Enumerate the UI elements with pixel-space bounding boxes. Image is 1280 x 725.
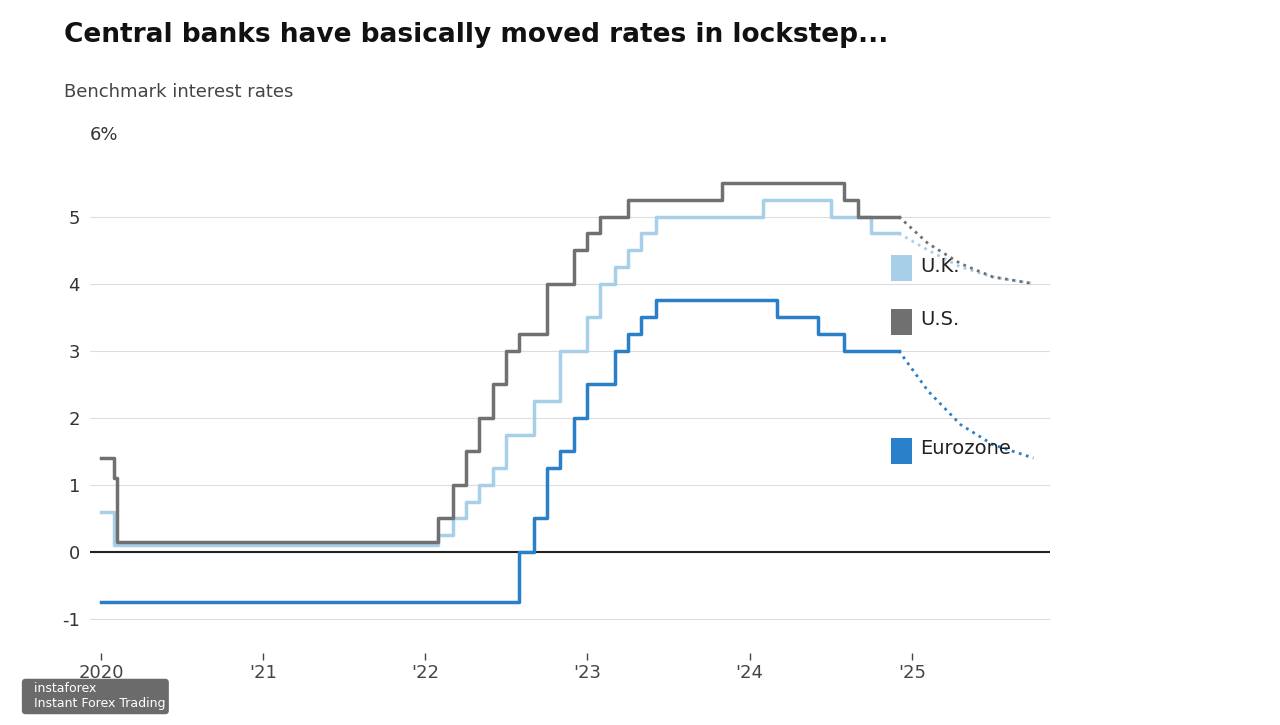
FancyBboxPatch shape — [891, 309, 913, 335]
Text: instaforex
  Instant Forex Trading: instaforex Instant Forex Trading — [26, 682, 165, 710]
Text: U.K.: U.K. — [920, 257, 960, 276]
Text: 6%: 6% — [90, 126, 118, 144]
FancyBboxPatch shape — [891, 438, 913, 464]
Text: Benchmark interest rates: Benchmark interest rates — [64, 83, 293, 102]
FancyBboxPatch shape — [891, 255, 913, 281]
Text: Central banks have basically moved rates in lockstep...: Central banks have basically moved rates… — [64, 22, 888, 48]
Text: U.S.: U.S. — [920, 310, 959, 329]
Text: Eurozone: Eurozone — [920, 439, 1011, 458]
